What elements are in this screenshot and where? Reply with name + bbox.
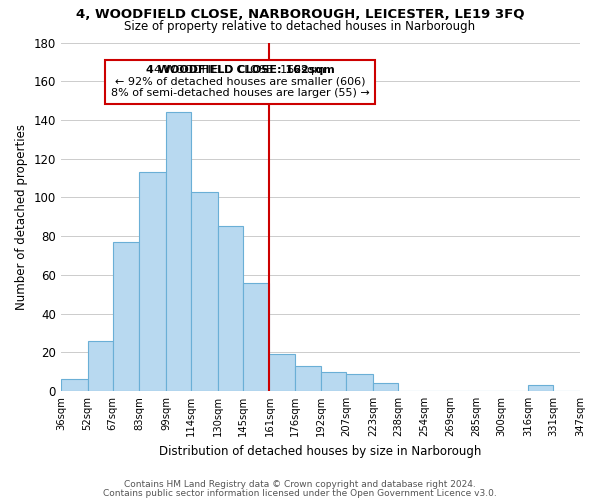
Bar [295, 366, 321, 391]
Bar [346, 374, 373, 391]
Text: 4, WOODFIELD CLOSE, NARBOROUGH, LEICESTER, LE19 3FQ: 4, WOODFIELD CLOSE, NARBOROUGH, LEICESTE… [76, 8, 524, 20]
Bar [113, 242, 139, 391]
Text: 4 WOODFIELD CLOSE: 162sqm: 4 WOODFIELD CLOSE: 162sqm [146, 65, 334, 75]
Bar [269, 354, 295, 391]
Text: Size of property relative to detached houses in Narborough: Size of property relative to detached ho… [124, 20, 476, 33]
Bar [373, 383, 398, 391]
Bar [321, 372, 346, 391]
Bar [61, 380, 88, 391]
Text: 4 WOODFIELD CLOSE: 162sqm
← 92% of detached houses are smaller (606)
8% of semi-: 4 WOODFIELD CLOSE: 162sqm ← 92% of detac… [110, 65, 369, 98]
Bar [243, 282, 269, 391]
Bar [191, 192, 218, 391]
Text: Contains HM Land Registry data © Crown copyright and database right 2024.: Contains HM Land Registry data © Crown c… [124, 480, 476, 489]
Y-axis label: Number of detached properties: Number of detached properties [15, 124, 28, 310]
Bar [88, 340, 113, 391]
Bar [139, 172, 166, 391]
Bar [218, 226, 243, 391]
Text: Contains public sector information licensed under the Open Government Licence v3: Contains public sector information licen… [103, 488, 497, 498]
Bar [528, 385, 553, 391]
Bar [166, 112, 191, 391]
X-axis label: Distribution of detached houses by size in Narborough: Distribution of detached houses by size … [159, 444, 482, 458]
